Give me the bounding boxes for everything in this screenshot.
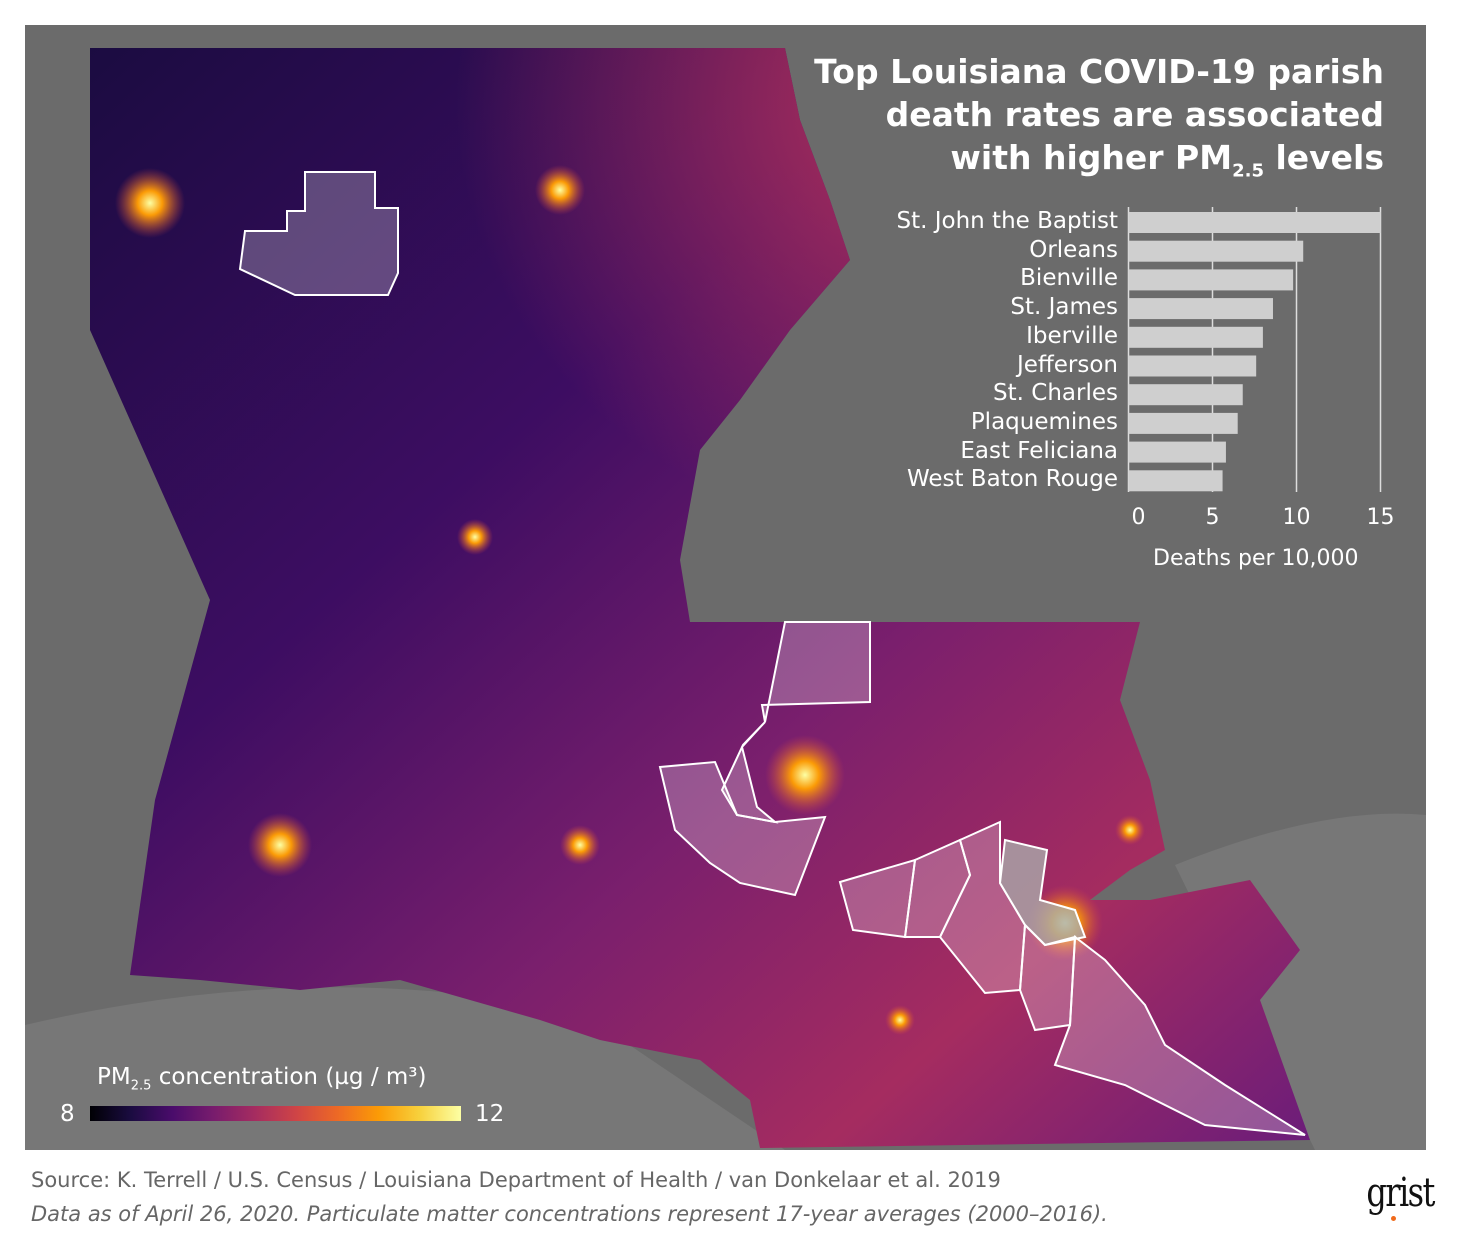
bar	[1128, 240, 1304, 262]
x-tick-label: 10	[1282, 505, 1311, 530]
parish-orleans	[998, 838, 1087, 947]
parish-outlines	[238, 171, 1306, 1136]
bar-chart	[1127, 207, 1382, 492]
bar	[1128, 326, 1263, 348]
bar-label: East Feliciana	[960, 437, 1118, 464]
bar-label: Bienville	[1020, 265, 1118, 292]
title-subscript: 2.5	[1232, 160, 1264, 182]
parish-plaquemines	[1053, 935, 1306, 1136]
grist-logo: grist	[1366, 1170, 1435, 1216]
data-note: Data as of April 26, 2020. Particulate m…	[31, 1202, 1108, 1226]
bar-label: St. James	[1010, 294, 1118, 321]
x-tick-label: 5	[1205, 505, 1220, 530]
bar	[1128, 470, 1223, 492]
bar	[1128, 298, 1273, 320]
legend-title-text: PM	[97, 1064, 131, 1090]
louisiana-pm25-map	[25, 25, 1426, 1150]
logo-dot	[1391, 1216, 1396, 1221]
gulf-water	[25, 813, 1426, 1150]
bar-label: St. John the Baptist	[896, 208, 1119, 234]
bar	[1128, 269, 1294, 291]
bar	[1128, 441, 1226, 463]
legend-max: 12	[475, 1101, 505, 1127]
bar	[1128, 212, 1381, 233]
parish-iberville	[658, 760, 827, 897]
chart-title: Top Louisiana COVID-19 parish death rate…	[764, 50, 1384, 193]
title-text: with higher PM	[950, 138, 1233, 177]
bar	[1128, 355, 1257, 377]
title-line-2: death rates are associated	[885, 95, 1384, 134]
legend-title: PM2.5 concentration (µg / m³)	[97, 1064, 427, 1094]
title-text: levels	[1263, 138, 1384, 177]
bar-label: Plaquemines	[970, 408, 1118, 435]
source-text: Source: K. Terrell / U.S. Census / Louis…	[31, 1168, 1001, 1192]
x-axis-label: Deaths per 10,000	[1153, 546, 1359, 571]
bar-label: Jefferson	[1016, 351, 1118, 378]
bar	[1128, 412, 1238, 434]
x-tick-label: 0	[1131, 505, 1146, 530]
x-tick-label: 15	[1366, 505, 1395, 530]
bar-label: West Baton Rouge	[906, 466, 1118, 493]
legend-title-subscript: 2.5	[130, 1078, 152, 1094]
parish-east-feliciana	[760, 621, 871, 723]
parish-bienville	[238, 171, 399, 296]
legend-colorbar	[90, 1106, 461, 1121]
legend-title-text: concentration (µg / m³)	[151, 1064, 427, 1090]
bar	[1128, 384, 1243, 406]
title-line-1: Top Louisiana COVID-19 parish	[814, 52, 1384, 91]
bar-label: Iberville	[1026, 322, 1118, 349]
bar-label: Orleans	[1029, 236, 1118, 263]
legend-min: 8	[60, 1101, 75, 1127]
bar-label: St. Charles	[993, 380, 1118, 407]
title-line-3: with higher PM2.5 levels	[764, 136, 1384, 193]
